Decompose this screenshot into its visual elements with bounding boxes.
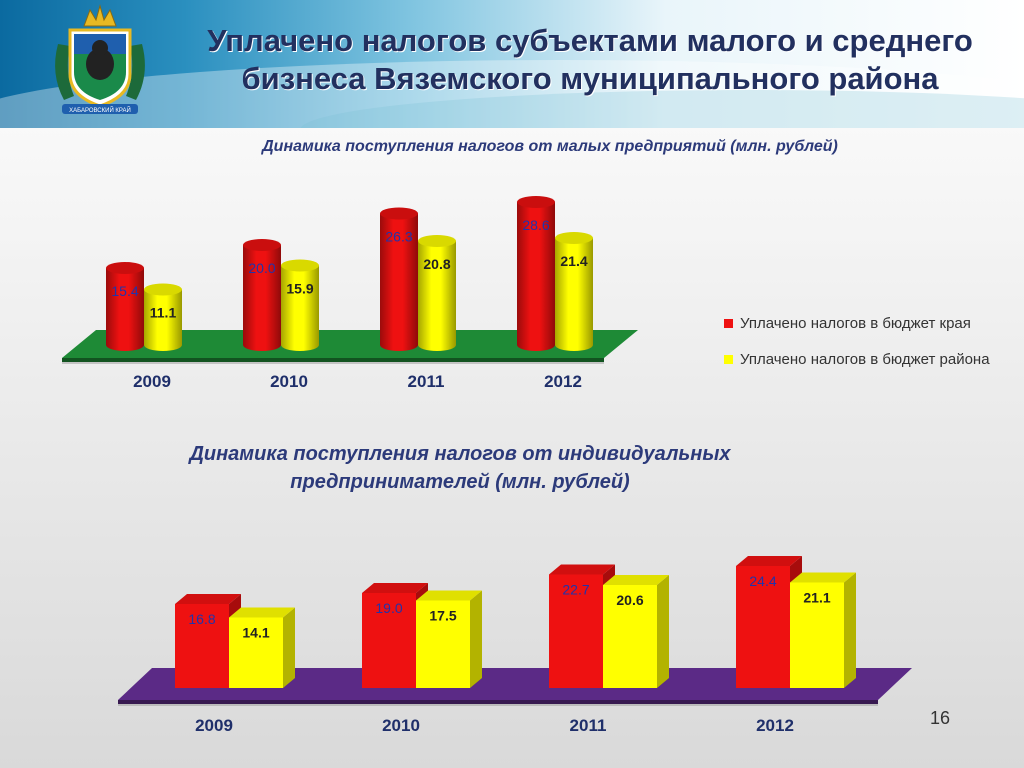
x-tick-label: 2009 [195,716,233,735]
bar-top [380,207,418,220]
svg-text:ХАБАРОВСКИЙ КРАЙ: ХАБАРОВСКИЙ КРАЙ [69,106,131,114]
x-tick-label: 2011 [408,372,445,391]
data-label: 20.6 [616,592,643,608]
bar-top [517,196,555,208]
data-label: 11.1 [150,305,177,321]
x-tick-label: 2009 [133,372,171,391]
chart-floor [62,330,638,358]
legend-item-krai: Уплачено налогов в бюджет края [724,314,1014,334]
bar-2009-krai [106,268,144,351]
bar-top [416,590,482,601]
chart-title-small-enterprises: Динамика поступления налогов от малых пр… [262,138,838,155]
bar-top [549,564,615,575]
khabarovsk-emblem-icon: ХАБАРОВСКИЙ КРАЙ [55,4,145,114]
data-label: 16.8 [188,611,215,627]
chart-floor [118,668,912,700]
bar-top [736,556,802,566]
chart-small-enterprises: 15.4 11.1 2009 20.0 15.9 2010 26.3 20.8 2011 28.6… [62,196,638,391]
bar-top [418,235,456,247]
data-label: 20.0 [248,260,275,276]
x-tick-label: 2012 [756,716,794,735]
chart-floor-edge [118,700,878,704]
bar-side [283,607,295,688]
legend-item-raion: Уплачено налогов в бюджет района [724,350,1014,370]
bar-2011-raion [418,241,456,351]
slide-header [0,0,1024,128]
x-tick-label: 2010 [270,372,308,391]
bar-2012-krai [736,566,790,688]
legend-swatch-red [724,319,733,328]
page-number: 16 [930,708,951,728]
data-label: 21.4 [560,253,587,269]
data-label: 15.9 [286,281,313,297]
bar-side [844,572,856,688]
bar-top [243,239,281,251]
bar-2012-krai [517,202,555,351]
data-label: 20.8 [423,256,450,272]
chart-floor-edge [62,358,604,362]
data-label: 22.7 [562,582,589,598]
bar-top [555,232,593,244]
data-label: 21.1 [803,590,830,606]
bar-top [229,607,295,618]
bar-2011-krai [380,213,418,351]
bar-top [790,572,856,583]
bar-top [144,283,182,296]
legend-label: Уплачено налогов в бюджет края [740,315,971,332]
data-label: 14.1 [242,625,269,641]
bar-top [106,262,144,274]
bar-2011-raion [603,585,657,688]
data-label: 17.5 [429,608,456,624]
bar-top [175,594,241,604]
slide-title-line-2: бизнеса Вяземского муниципального района [241,61,939,96]
legend-swatch-yellow [724,355,733,364]
bar-2012-raion [790,582,844,688]
data-label: 19.0 [375,600,402,616]
data-label: 15.4 [111,283,138,299]
bar-2009-raion [229,617,283,688]
x-tick-label: 2012 [544,372,582,391]
legend-label: Уплачено налогов в бюджет района [740,351,990,368]
chart-individual-entrepreneurs: 16.8 14.1 2009 19.0 17.5 2010 22.7 20.6 2011 24.4… [118,556,912,735]
bar-top [603,575,669,585]
data-label: 28.6 [522,217,549,233]
chart-legend: Уплачено налогов в бюджет края Уплачено … [724,314,1014,386]
x-tick-label: 2010 [382,716,420,735]
data-label: 26.3 [385,229,412,245]
bar-2010-raion [416,600,470,688]
bar-2010-raion [281,265,319,351]
bar-side [657,575,669,688]
chart-title-individual-entrepreneurs: Динамика поступления налогов от индивиду… [189,443,731,493]
bar-2012-raion [555,238,593,351]
bar-2010-krai [362,593,416,688]
bar-top [281,259,319,272]
bar-2010-krai [243,245,281,351]
data-label: 24.4 [749,573,776,589]
bar-2011-krai [549,574,603,688]
slide-title-line-1: Уплачено налогов субъектами малого и сре… [207,23,973,58]
bar-2009-krai [175,604,229,688]
bar-top [362,583,428,593]
x-tick-label: 2011 [570,716,607,735]
bar-side [470,590,482,688]
bar-2009-raion [144,289,182,351]
slide-title: Уплачено налогов субъектами малого и сре… [160,22,1020,98]
